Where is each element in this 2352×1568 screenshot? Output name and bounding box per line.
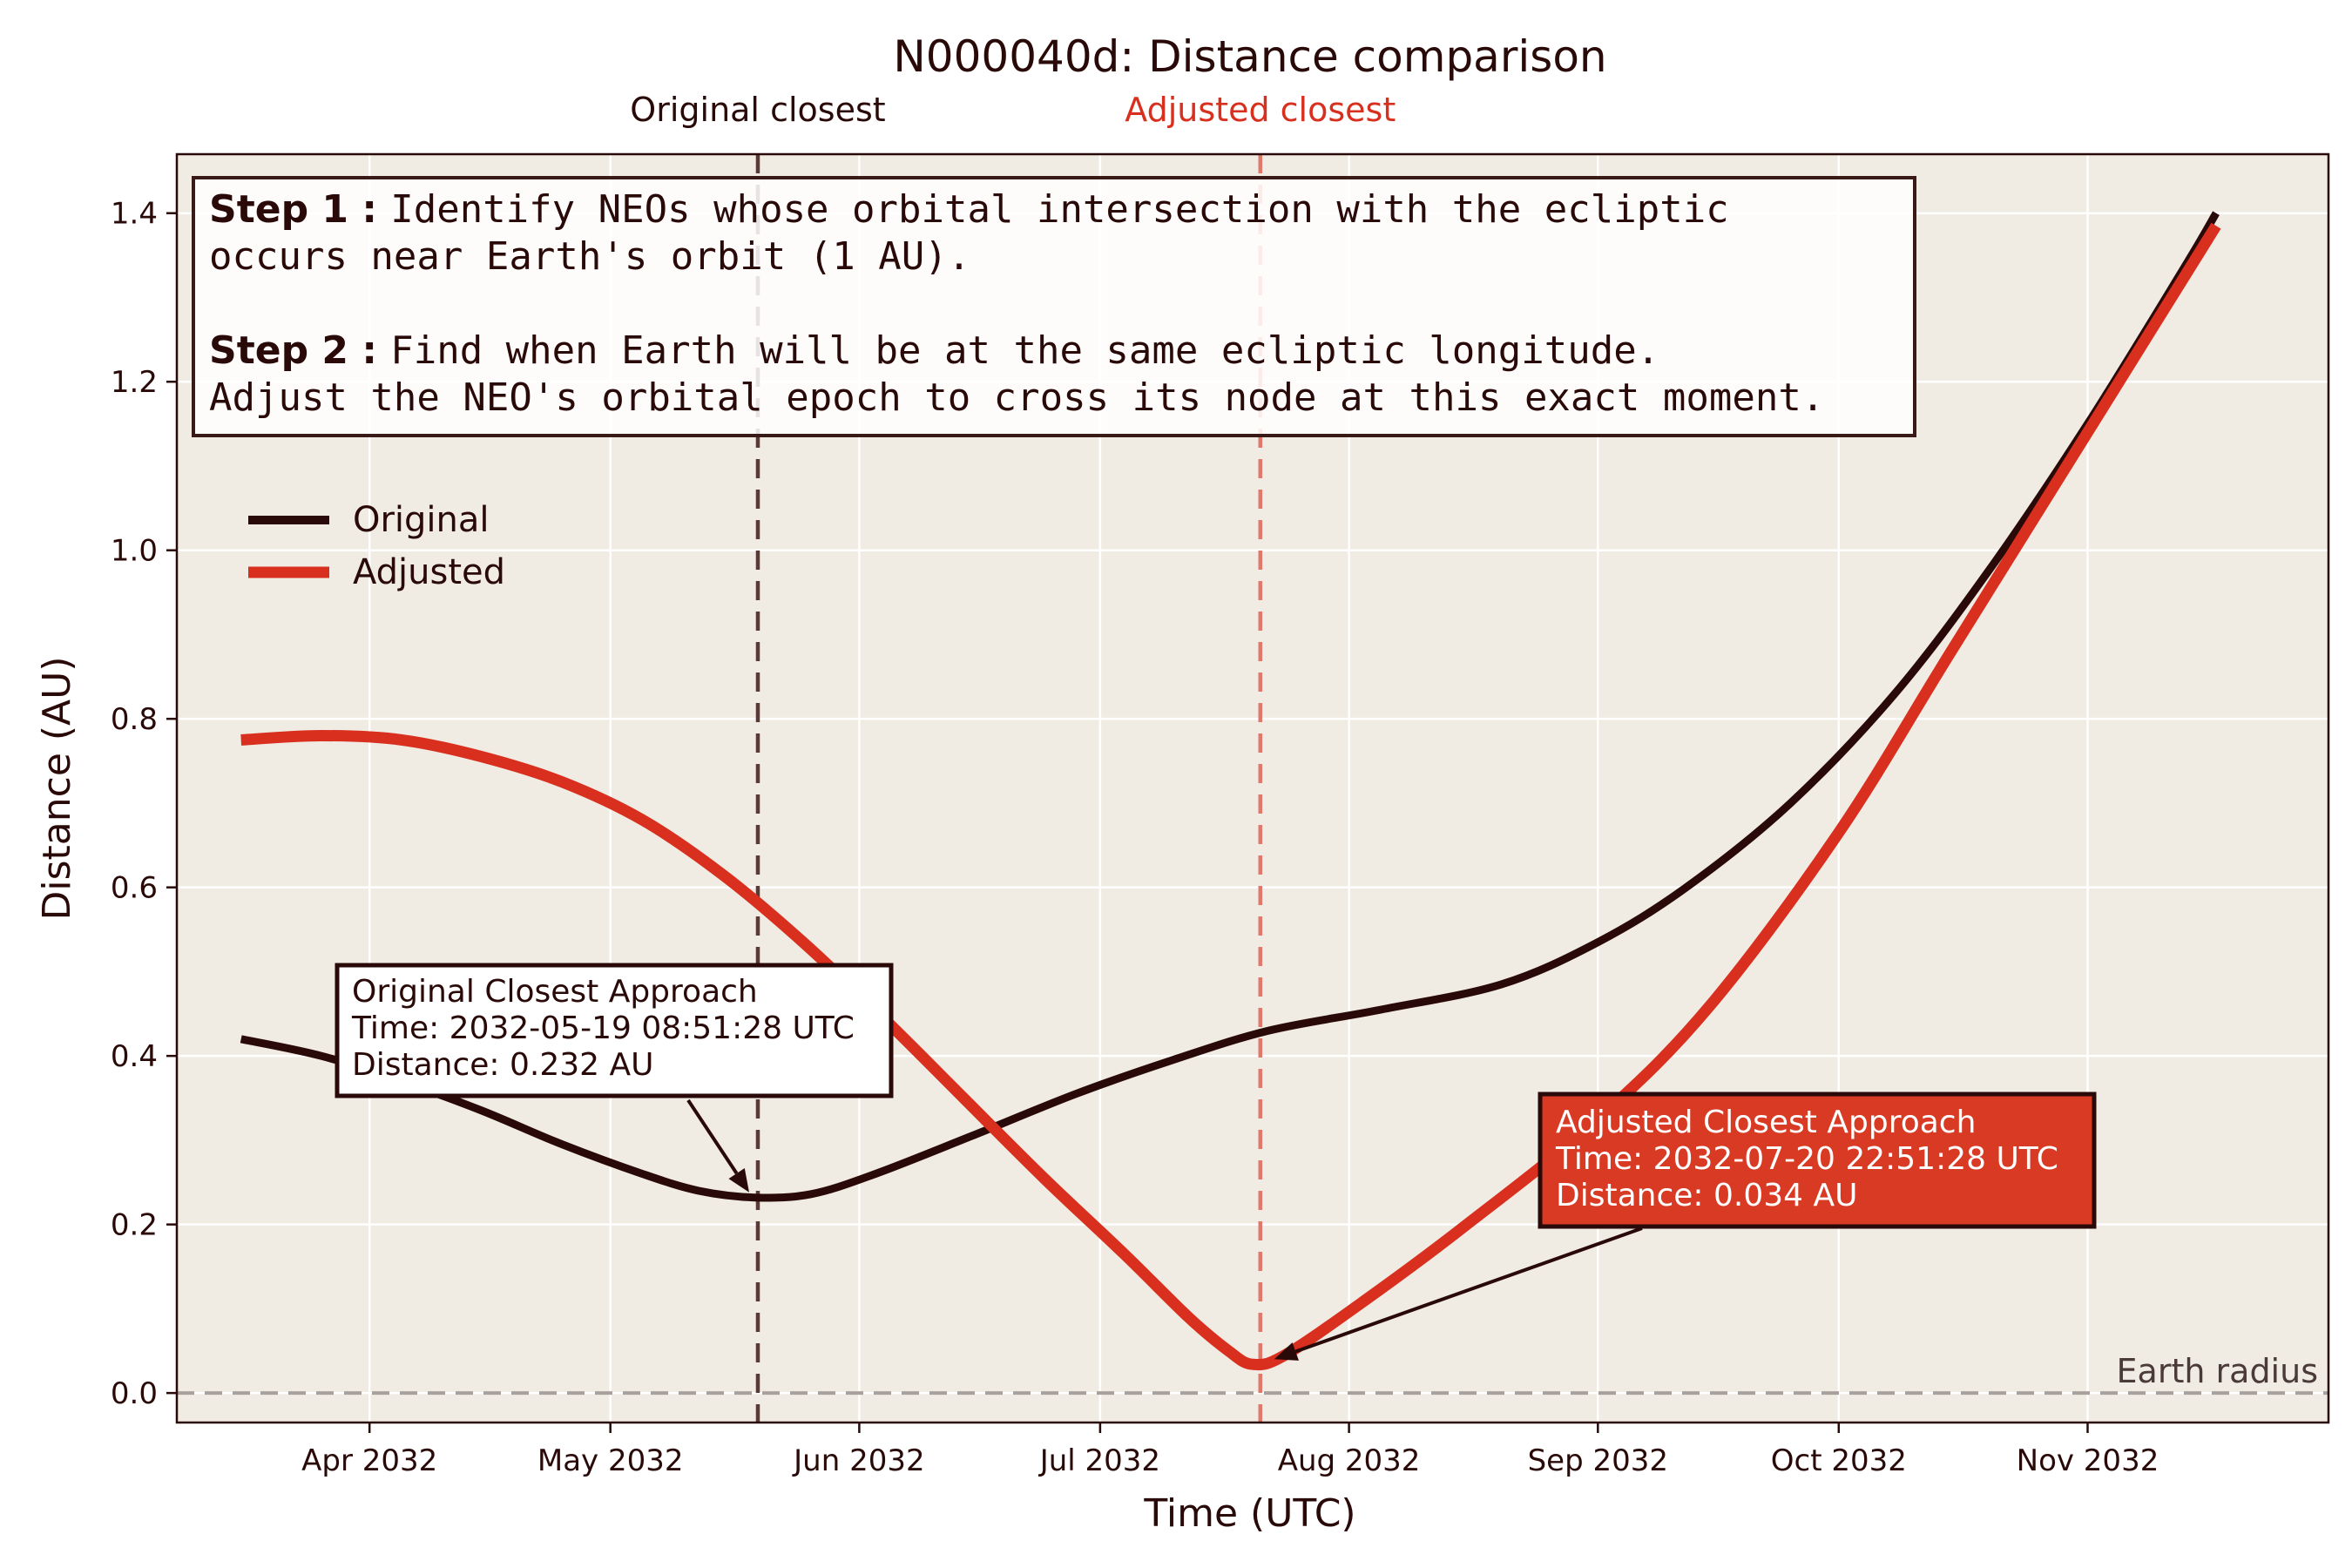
legend-label-adjusted: Adjusted: [353, 552, 505, 592]
annotation-arrow: [1294, 1227, 1643, 1354]
steps-textbox: Step 1 : Identify NEOs whose orbital int…: [192, 176, 1916, 437]
y-tick-label: 0.8: [111, 702, 158, 737]
annotation-text: Distance: 0.034 AU: [1556, 1178, 1857, 1213]
step-text: occurs near Earth's orbit (1 AU).: [209, 234, 970, 279]
y-tick-label: 0.6: [111, 871, 158, 906]
x-tick-label: May 2032: [537, 1443, 684, 1478]
step-text: Step 1 : Identify NEOs whose orbital int…: [209, 187, 1729, 232]
x-axis: Apr 2032 May 2032 Jun 2032 Jul 2032 Aug 2032…: [301, 1423, 2159, 1478]
annotation-box: [335, 963, 894, 1098]
y-tick-label: 0.0: [111, 1376, 158, 1411]
annotation-arrow: [686, 1098, 739, 1175]
x-tick-label: Apr 2032: [301, 1443, 437, 1478]
legend: Original Adjusted: [248, 500, 505, 592]
legend-label-original: Original: [353, 500, 490, 540]
annotation-text: Distance: 0.232 AU: [352, 1047, 653, 1083]
earth-radius-line: Earth radius: [177, 1352, 2328, 1396]
annotation-text: Time: 2032-07-20 22:51:28 UTC: [1555, 1141, 2058, 1177]
step-line: Adjust the NEO's orbital epoch to cross …: [209, 375, 1824, 420]
step-line: Find when Earth will be at the same ecli…: [390, 328, 1659, 373]
x-tick-label: Aug 2032: [1278, 1443, 1421, 1478]
y-tick-label: 0.2: [111, 1208, 158, 1243]
y-axis: 0.0 0.2 0.4 0.6 0.8 1.0 1.2 1.4: [111, 197, 177, 1411]
annotation-text: Time: 2032-05-19 08:51:28 UTC: [351, 1010, 855, 1046]
plot-frame: [175, 152, 2330, 1424]
step-label: Step 2 :: [209, 328, 390, 373]
x-tick-label: Oct 2032: [1771, 1443, 1907, 1478]
chart-title: N000040d: Distance comparison: [893, 31, 1606, 82]
x-tick-label: Nov 2032: [2017, 1443, 2159, 1478]
annotation-arrowhead: [728, 1167, 749, 1193]
y-tick-label: 0.4: [111, 1039, 158, 1074]
y-tick-label: 1.0: [111, 534, 158, 569]
closest-marker-label: Original closest: [630, 91, 885, 129]
series-line-original: [240, 211, 2220, 1202]
annotation-text: Original Closest Approach: [352, 974, 758, 1010]
x-tick-label: Jul 2032: [1038, 1443, 1160, 1478]
y-tick-label: 1.2: [111, 365, 158, 400]
series-line-adjusted: [240, 222, 2221, 1371]
step-text: Adjust the NEO's orbital epoch to cross …: [209, 375, 1824, 420]
step-line: Identify NEOs whose orbital intersection…: [390, 187, 1728, 232]
annotation-text: Adjusted Closest Approach: [1556, 1105, 1976, 1140]
closest-marker-label: Adjusted closest: [1125, 91, 1396, 129]
earth-radius-label: Earth radius: [2117, 1352, 2318, 1390]
closest-markers: Original closest Adjusted closest: [630, 91, 1396, 1423]
x-tick-label: Sep 2032: [1528, 1443, 1668, 1478]
y-axis-label: Distance (AU): [35, 656, 79, 920]
annotation-box: [1538, 1092, 2097, 1229]
step-label: Step 1 :: [209, 187, 390, 232]
step-text: Step 2 : Find when Earth will be at the …: [209, 328, 1659, 373]
x-tick-label: Jun 2032: [792, 1443, 924, 1478]
annotation-arrowhead: [1274, 1342, 1299, 1361]
y-tick-label: 1.4: [111, 197, 158, 232]
steps-box-frame: [192, 176, 1916, 437]
step-line: occurs near Earth's orbit (1 AU).: [209, 234, 970, 279]
series-lines: [240, 211, 2221, 1371]
x-axis-label: Time (UTC): [1143, 1491, 1355, 1536]
